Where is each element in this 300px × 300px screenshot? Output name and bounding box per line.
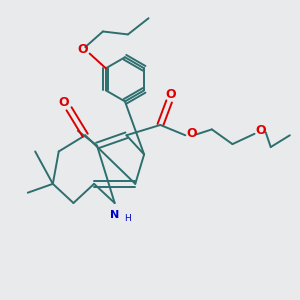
Text: H: H (124, 214, 130, 223)
Text: O: O (58, 96, 69, 109)
Text: N: N (110, 210, 119, 220)
Text: O: O (165, 88, 176, 100)
Text: O: O (256, 124, 266, 137)
Text: O: O (187, 127, 197, 140)
Text: O: O (78, 43, 88, 56)
